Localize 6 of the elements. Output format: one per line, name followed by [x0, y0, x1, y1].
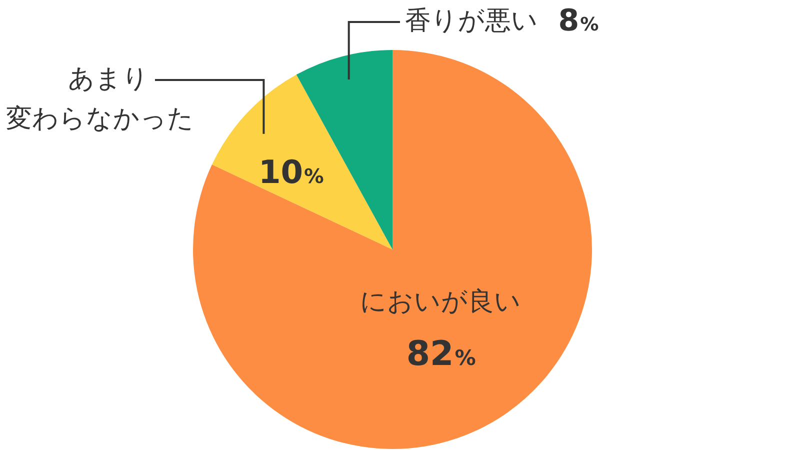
- slice-label: あまり変わらなかった: [6, 64, 194, 134]
- data-label: 10%: [258, 153, 324, 192]
- data-label: 8%: [558, 4, 600, 38]
- slice-label: においが良い: [360, 287, 522, 318]
- data-label: 82%: [406, 334, 476, 374]
- slice-label: 香りが悪い: [405, 6, 538, 36]
